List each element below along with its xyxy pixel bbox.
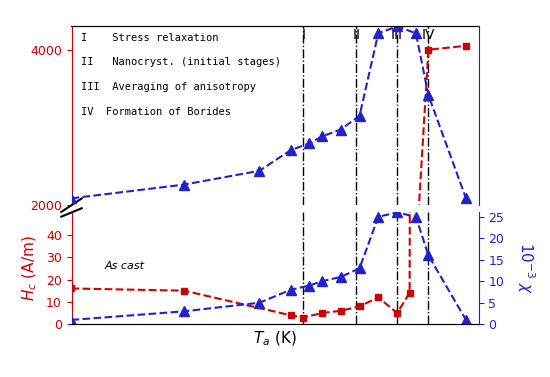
Text: IV: IV xyxy=(422,28,435,42)
Text: I    Stress relaxation: I Stress relaxation xyxy=(81,32,218,43)
Text: III  Averaging of anisotropy: III Averaging of anisotropy xyxy=(81,82,256,92)
Text: II   Nanocryst. (initial stages): II Nanocryst. (initial stages) xyxy=(81,57,281,67)
Text: III: III xyxy=(391,28,403,42)
Text: I: I xyxy=(301,28,305,42)
Y-axis label: $10^{-3}\ \chi$: $10^{-3}\ \chi$ xyxy=(515,242,537,294)
Text: II: II xyxy=(353,28,360,42)
Text: As cast: As cast xyxy=(104,261,145,271)
X-axis label: $T_a$ (K): $T_a$ (K) xyxy=(253,330,297,348)
Text: IV  Formation of Borides: IV Formation of Borides xyxy=(81,107,231,117)
Y-axis label: $H_c$ (A/m): $H_c$ (A/m) xyxy=(20,236,39,301)
